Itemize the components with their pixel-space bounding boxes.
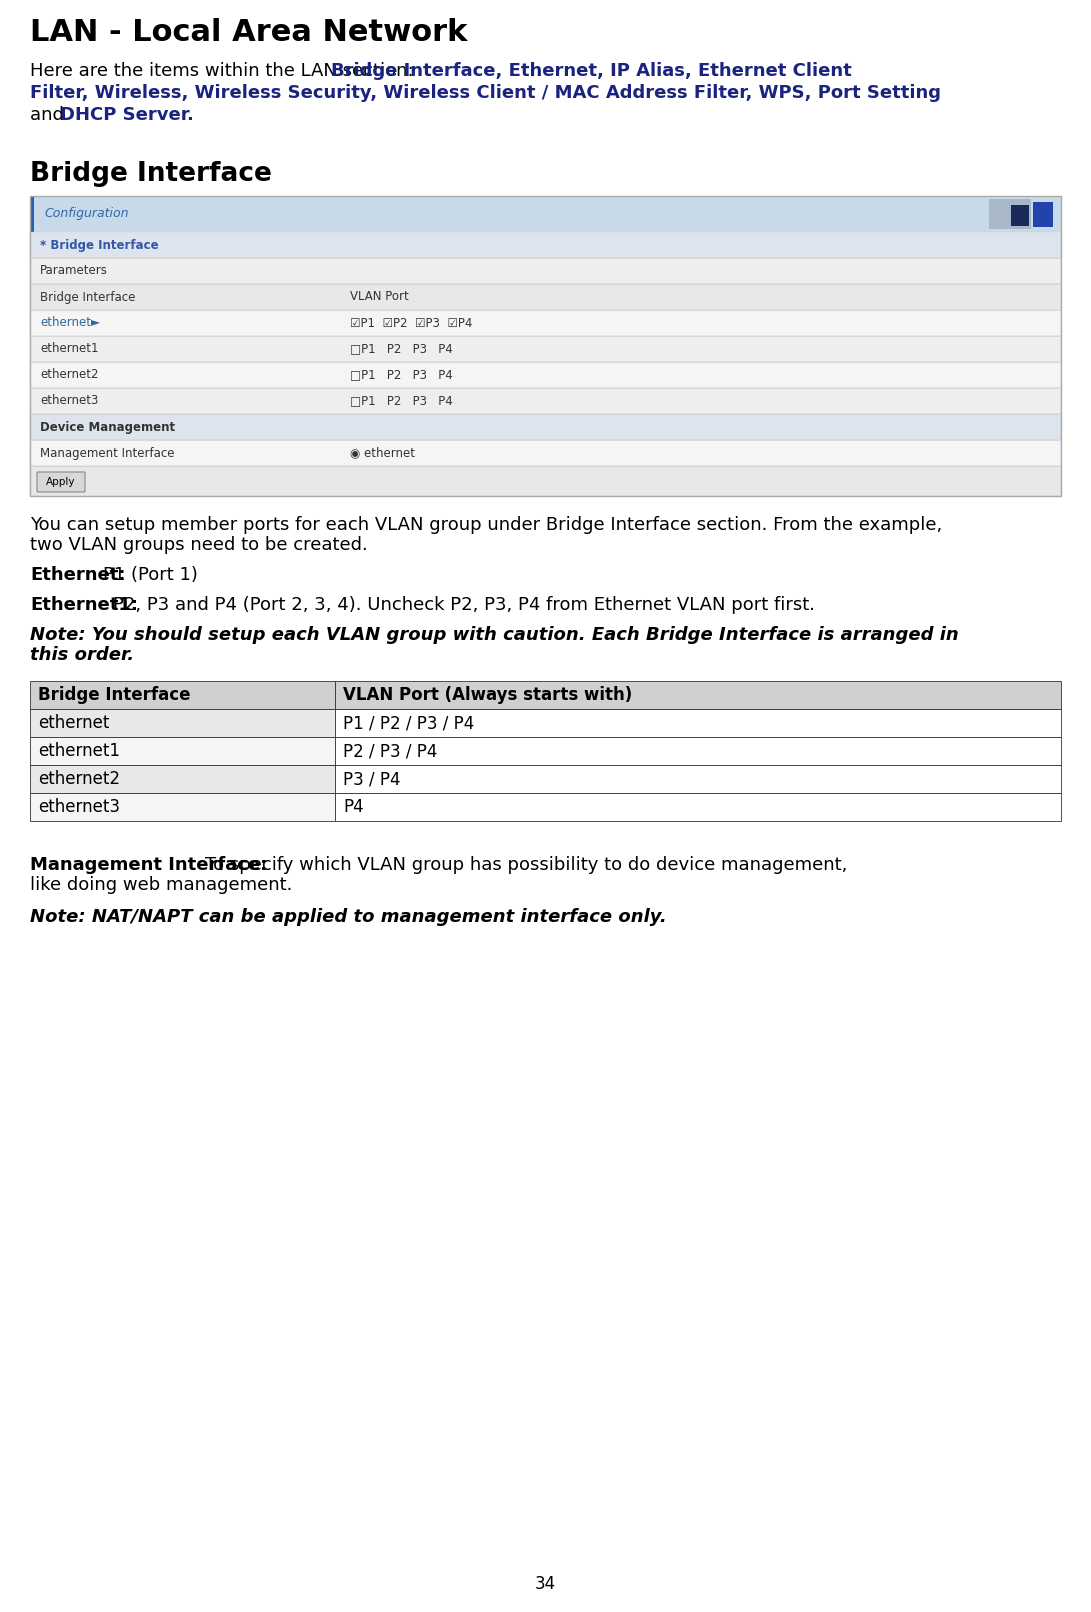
Text: VLAN Port (Always starts with): VLAN Port (Always starts with) bbox=[343, 687, 633, 704]
Bar bbox=[29, 388, 1062, 414]
Bar bbox=[335, 793, 1062, 821]
Text: Bridge Interface: Bridge Interface bbox=[38, 687, 191, 704]
Bar bbox=[29, 440, 1062, 466]
Bar bbox=[990, 198, 1031, 229]
Text: ethernet1: ethernet1 bbox=[40, 342, 98, 356]
Bar bbox=[29, 335, 1062, 363]
Bar bbox=[29, 232, 1062, 258]
Text: Filter, Wireless, Wireless Security, Wireless Client / MAC Address Filter, WPS, : Filter, Wireless, Wireless Security, Wir… bbox=[29, 84, 942, 102]
Text: P2 / P3 / P4: P2 / P3 / P4 bbox=[343, 742, 437, 759]
FancyBboxPatch shape bbox=[37, 472, 85, 492]
Text: LAN - Local Area Network: LAN - Local Area Network bbox=[29, 18, 467, 47]
Bar bbox=[29, 197, 1062, 232]
Bar bbox=[29, 197, 34, 232]
Text: ☑P1  ☑P2  ☑P3  ☑P4: ☑P1 ☑P2 ☑P3 ☑P4 bbox=[350, 316, 472, 329]
Bar bbox=[29, 197, 1062, 496]
Text: Configuration: Configuration bbox=[44, 208, 129, 221]
Text: two VLAN groups need to be created.: two VLAN groups need to be created. bbox=[29, 537, 368, 555]
Text: To specify which VLAN group has possibility to do device management,: To specify which VLAN group has possibil… bbox=[205, 856, 848, 874]
Bar bbox=[29, 310, 1062, 335]
Bar bbox=[29, 680, 335, 709]
Text: Management Interface: Management Interface bbox=[40, 447, 175, 459]
Bar bbox=[29, 466, 1062, 496]
Text: Ethernet1:: Ethernet1: bbox=[29, 596, 137, 614]
Text: and: and bbox=[29, 106, 70, 124]
Text: Note: NAT/NAPT can be applied to management interface only.: Note: NAT/NAPT can be applied to managem… bbox=[29, 908, 667, 925]
Bar bbox=[1011, 205, 1029, 226]
Text: ethernet2: ethernet2 bbox=[40, 369, 98, 382]
Text: ethernet►: ethernet► bbox=[40, 316, 100, 329]
Bar bbox=[29, 793, 335, 821]
Bar bbox=[29, 363, 1062, 388]
Bar bbox=[29, 766, 335, 793]
Text: Note: You should setup each VLAN group with caution. Each Bridge Interface is ar: Note: You should setup each VLAN group w… bbox=[29, 625, 959, 645]
Text: Ethernet:: Ethernet: bbox=[29, 566, 125, 584]
Bar bbox=[29, 258, 1062, 284]
Text: ethernet3: ethernet3 bbox=[40, 395, 98, 408]
Text: P3 / P4: P3 / P4 bbox=[343, 771, 400, 788]
Text: ethernet: ethernet bbox=[38, 714, 109, 732]
Text: 34: 34 bbox=[535, 1575, 556, 1593]
Text: □P1   P2   P3   P4: □P1 P2 P3 P4 bbox=[350, 395, 453, 408]
Text: Parameters: Parameters bbox=[40, 264, 108, 277]
Text: VLAN Port: VLAN Port bbox=[350, 290, 409, 303]
Text: P2, P3 and P4 (Port 2, 3, 4). Uncheck P2, P3, P4 from Ethernet VLAN port first.: P2, P3 and P4 (Port 2, 3, 4). Uncheck P2… bbox=[113, 596, 815, 614]
Text: P1 / P2 / P3 / P4: P1 / P2 / P3 / P4 bbox=[343, 714, 475, 732]
Text: DHCP Server.: DHCP Server. bbox=[60, 106, 194, 124]
Bar bbox=[1033, 202, 1053, 227]
Bar bbox=[29, 284, 1062, 310]
Bar bbox=[335, 737, 1062, 766]
Text: □P1   P2   P3   P4: □P1 P2 P3 P4 bbox=[350, 369, 453, 382]
Bar bbox=[29, 414, 1062, 440]
Text: P1 (Port 1): P1 (Port 1) bbox=[103, 566, 197, 584]
Text: Bridge Interface, Ethernet, IP Alias, Ethernet Client: Bridge Interface, Ethernet, IP Alias, Et… bbox=[331, 61, 852, 81]
Text: Apply: Apply bbox=[46, 477, 75, 487]
Text: Bridge Interface: Bridge Interface bbox=[29, 161, 272, 187]
Text: like doing web management.: like doing web management. bbox=[29, 875, 292, 895]
Text: ethernet2: ethernet2 bbox=[38, 771, 120, 788]
Text: You can setup member ports for each VLAN group under Bridge Interface section. F: You can setup member ports for each VLAN… bbox=[29, 516, 943, 534]
Text: ethernet3: ethernet3 bbox=[38, 798, 120, 816]
Text: ethernet1: ethernet1 bbox=[38, 742, 120, 759]
Text: Device Management: Device Management bbox=[40, 421, 176, 434]
Text: * Bridge Interface: * Bridge Interface bbox=[40, 239, 158, 251]
Bar bbox=[29, 737, 335, 766]
Bar bbox=[335, 680, 1062, 709]
Bar bbox=[29, 709, 335, 737]
Text: Management Interface:: Management Interface: bbox=[29, 856, 267, 874]
Bar bbox=[335, 766, 1062, 793]
Text: Bridge Interface: Bridge Interface bbox=[40, 290, 135, 303]
Text: this order.: this order. bbox=[29, 646, 134, 664]
Bar bbox=[335, 709, 1062, 737]
Text: Here are the items within the LAN section:: Here are the items within the LAN sectio… bbox=[29, 61, 419, 81]
Text: ◉ ethernet: ◉ ethernet bbox=[350, 447, 415, 459]
Text: P4: P4 bbox=[343, 798, 363, 816]
Text: □P1   P2   P3   P4: □P1 P2 P3 P4 bbox=[350, 342, 453, 356]
